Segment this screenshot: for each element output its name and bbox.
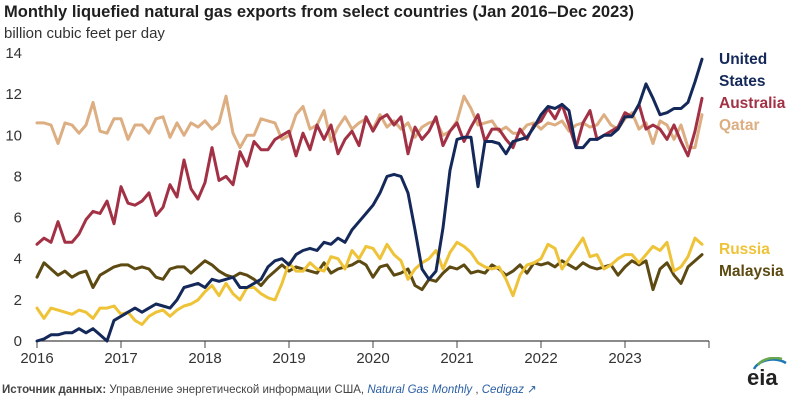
x-tick-label: 2018 xyxy=(188,350,221,367)
eia-logo: eia xyxy=(747,357,787,387)
y-tick-label: 2 xyxy=(14,292,22,309)
y-axis-ticks: 0 2 4 6 8 10 12 14 xyxy=(5,45,22,350)
series-labels: United States Australia Qatar Russia Malaysia xyxy=(719,51,786,280)
y-tick-label: 10 xyxy=(5,127,22,144)
source-note: Источник данных: Управление энергетическ… xyxy=(2,382,537,396)
series-label-malaysia: Malaysia xyxy=(719,263,784,280)
series-line-australia xyxy=(35,96,704,246)
x-tick-label: 2017 xyxy=(104,350,137,367)
source-separator: , xyxy=(472,384,482,396)
x-tick-label: 2023 xyxy=(608,350,641,367)
series-line-russia xyxy=(35,236,704,326)
source-text: Управление энергетической информации США… xyxy=(106,384,368,396)
x-tick-label: 2016 xyxy=(20,350,53,367)
series-label-united-states: United xyxy=(719,51,767,68)
x-tick-label: 2020 xyxy=(356,350,389,367)
x-tick-label: 2019 xyxy=(272,350,305,367)
source-label: Источник данных: xyxy=(2,384,107,396)
x-tick-label: 2021 xyxy=(440,350,473,367)
source-publication-link[interactable]: Natural Gas Monthly xyxy=(367,384,473,396)
external-link-icon[interactable]: ↗ xyxy=(527,384,537,396)
logo-arc-green xyxy=(756,357,783,366)
y-tick-label: 12 xyxy=(5,86,22,103)
series-line-united-states xyxy=(35,57,704,343)
series-label-qatar: Qatar xyxy=(719,117,760,134)
y-tick-label: 14 xyxy=(5,45,22,62)
logo-text: eia xyxy=(747,365,778,387)
series-line-malaysia xyxy=(35,253,704,292)
x-tick-label: 2022 xyxy=(524,350,557,367)
chart-subtitle: billion cubic feet per day xyxy=(4,25,165,42)
series-label-russia: Russia xyxy=(719,241,770,258)
series-lines xyxy=(35,57,704,343)
y-tick-label: 0 xyxy=(14,333,22,350)
y-tick-label: 8 xyxy=(14,168,22,185)
series-label-united-states: States xyxy=(719,73,766,90)
logo-arc-blue xyxy=(752,358,787,370)
y-tick-label: 6 xyxy=(14,210,22,227)
series-label-australia: Australia xyxy=(719,95,786,112)
x-axis: 2016 2017 2018 2019 2020 2021 2022 2023 xyxy=(20,340,710,367)
source-cedigaz-link[interactable]: Cedigaz xyxy=(481,384,524,396)
y-tick-label: 4 xyxy=(14,251,22,268)
chart-title: Monthly liquefied natural gas exports fr… xyxy=(4,3,634,21)
